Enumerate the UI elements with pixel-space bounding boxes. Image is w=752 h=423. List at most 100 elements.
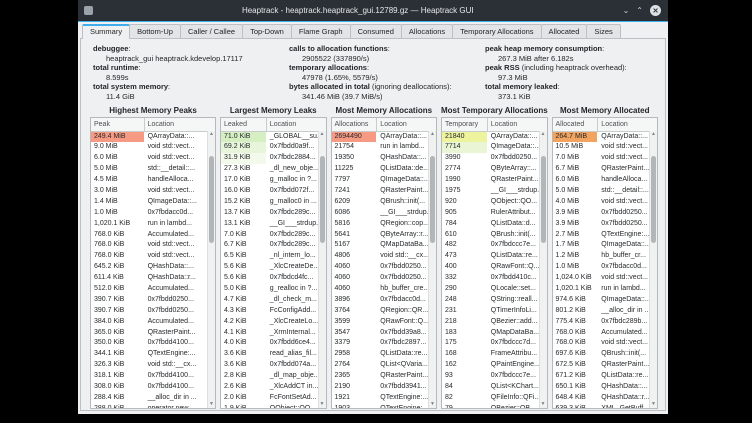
table-row[interactable]: 768.0 KiB void std::vect... — [91, 240, 215, 251]
table-row[interactable]: 350.0 KiB 0x7fbdd4100... — [91, 338, 215, 349]
table-row[interactable]: 648.4 KiB QHashData::r... — [553, 393, 658, 404]
value-column-header[interactable]: Leaked — [221, 117, 267, 131]
table-row[interactable]: 390.7 KiB 0x7fbdd0250... — [91, 295, 215, 306]
table-row[interactable]: 6.5 KiB _nl_intern_lo... — [221, 251, 326, 262]
table-row[interactable]: 7.0 KiB 0x7fbdc289c... — [221, 230, 326, 241]
value-column-header[interactable]: Peak — [91, 117, 145, 131]
table-row[interactable]: 4.5 MiB handleAlloca... — [91, 175, 215, 186]
scroll-up-icon[interactable]: ▲ — [540, 130, 546, 137]
table-row[interactable]: 93 0x7fbdccc7e... — [442, 371, 547, 382]
table-row[interactable]: 5.6 KiB _XlcCreateDe... — [221, 262, 326, 273]
table-row[interactable]: 611.4 KiB QHashData::r... — [91, 273, 215, 284]
table-row[interactable]: 482 0x7fbdccc7e... — [442, 240, 547, 251]
tab-allocated[interactable]: Allocated — [540, 24, 588, 39]
maximize-icon[interactable]: ⌃ — [636, 5, 643, 15]
scroll-down-icon[interactable]: ▼ — [651, 400, 656, 407]
table-row[interactable]: 27.3 KiB _dl_new_obje... — [221, 164, 326, 175]
table-row[interactable]: 264.7 MiB QArrayData::... — [552, 131, 658, 143]
table-row[interactable]: 639.3 KiBXML_GetBuff... — [553, 404, 658, 408]
table-row[interactable]: 1,024.0 KiB void std::vect... — [553, 273, 658, 284]
table-row[interactable]: 672.5 KiB QRasterPaint... — [553, 360, 658, 371]
table-row[interactable]: 775.4 KiB 0x7fbdc289b... — [553, 317, 658, 328]
table-row[interactable]: 784 QListData::d... — [442, 219, 547, 230]
table-row[interactable]: 13.7 KiB 0x7fbdc289c... — [221, 208, 326, 219]
location-column-header[interactable]: Location — [147, 120, 175, 128]
minimize-icon[interactable]: ⌄ — [622, 5, 630, 15]
location-column-header[interactable]: Location — [380, 120, 407, 128]
table-row[interactable]: 1975 __GI___strdup... — [442, 186, 547, 197]
table-row[interactable]: 768.0 KiB void std::vect... — [91, 251, 215, 262]
table-row[interactable]: 2764 QList<QVaria... — [332, 360, 437, 371]
scroll-down-icon[interactable]: ▼ — [430, 400, 435, 407]
table-row[interactable]: 218 QBezier::add... — [442, 317, 547, 328]
table-row[interactable]: 4.0 KiB 0x7fbdd6ce4... — [221, 338, 326, 349]
scroll-up-icon[interactable]: ▲ — [651, 130, 656, 137]
table-row[interactable]: 5816 QRegion::cop... — [332, 219, 437, 230]
scrollbar-thumb[interactable] — [209, 155, 214, 243]
table-row[interactable]: 400 QRawFont::Q... — [442, 262, 547, 273]
close-icon[interactable]: ✕ — [650, 5, 661, 16]
table-row[interactable]: 1921 QTextEngine:... — [332, 393, 437, 404]
table-row[interactable]: 5167 QMapDataBa... — [332, 240, 437, 251]
table-row[interactable]: 920 QObject::QO... — [442, 197, 547, 208]
table-row[interactable]: 13.1 KiB __GI___strdup... — [221, 219, 326, 230]
table-row[interactable]: 288.0 KiBoperator new... — [91, 404, 215, 408]
table-row[interactable]: 7797 QImageData::... — [332, 175, 437, 186]
table-row[interactable]: 5641 QByteArray::r... — [332, 230, 437, 241]
table-row[interactable]: 248 QString::reall... — [442, 295, 547, 306]
table-row[interactable]: 2774 QByteArray::... — [442, 164, 547, 175]
table-row[interactable]: 21754 run in lambd... — [332, 142, 437, 153]
table-row[interactable]: 473 QListData::re... — [442, 251, 547, 262]
tab-bottom-up[interactable]: Bottom-Up — [129, 24, 181, 39]
table-row[interactable]: 1990 QRasterPaint... — [442, 175, 547, 186]
tab-top-down[interactable]: Top-Down — [242, 24, 292, 39]
tab-allocations[interactable]: Allocations — [400, 24, 454, 39]
location-column-header[interactable]: Location — [269, 120, 297, 128]
table-row[interactable]: 9.0 MiB void std::vect... — [91, 142, 215, 153]
table-row[interactable]: 3896 0x7fbdacc0d... — [332, 295, 437, 306]
scrollbar-thumb[interactable] — [319, 155, 325, 243]
table-row[interactable]: 2365 QRasterPaint... — [332, 371, 437, 382]
table-row[interactable]: 974.6 KiB QImageData::... — [553, 295, 658, 306]
table-row[interactable]: 1903QTextEngine:... — [332, 404, 437, 408]
titlebar[interactable]: Heaptrack - heaptrack.heaptrack_gui.1278… — [78, 0, 668, 22]
table-row[interactable]: 610 QBrush::init(... — [442, 230, 547, 241]
table-row[interactable]: 697.6 KiB QBrush::init(... — [553, 349, 658, 360]
table-row[interactable]: 5.6 KiB 0x7fbdcd4fc... — [221, 273, 326, 284]
table-row[interactable]: 5.0 KiB g_realloc in ?... — [221, 284, 326, 295]
table-row[interactable]: 768.0 KiB void std::vect... — [553, 338, 658, 349]
table-row[interactable]: 3990 0x7fbdd0250... — [442, 153, 547, 164]
table-row[interactable]: 4.2 KiB _XlcCreateLo... — [221, 317, 326, 328]
tab-flame-graph[interactable]: Flame Graph — [290, 24, 351, 39]
vertical-scrollbar[interactable]: ▲ ▼ — [317, 130, 326, 408]
table-row[interactable]: 162 QPaintEngine... — [442, 360, 547, 371]
table-row[interactable]: 512.0 KiB Accumulated... — [91, 284, 215, 295]
scroll-up-icon[interactable]: ▲ — [209, 130, 214, 137]
table-row[interactable]: 84 QList<KChart... — [442, 382, 547, 393]
scroll-down-icon[interactable]: ▼ — [540, 400, 546, 407]
table-row[interactable]: 365.0 KiB QRasterPaint... — [91, 328, 215, 339]
table-row[interactable]: 1.4 MiB QImageData::... — [91, 197, 215, 208]
table-row[interactable]: 326.3 KiB void std::__cx... — [91, 360, 215, 371]
table-row[interactable]: 332 0x7fbdd410c... — [442, 273, 547, 284]
table-row[interactable]: 6.0 MiB handleAlloca... — [553, 175, 658, 186]
location-column-header[interactable]: Location — [601, 120, 628, 128]
table-row[interactable]: 4806 void std::__cx... — [332, 251, 437, 262]
scrollbar-track[interactable] — [319, 138, 326, 401]
scrollbar-thumb[interactable] — [651, 155, 656, 243]
vertical-scrollbar[interactable]: ▲ ▼ — [649, 130, 657, 408]
table-row[interactable]: 4.7 KiB _dl_check_m... — [221, 295, 326, 306]
scrollbar-track[interactable] — [208, 138, 215, 401]
table-row[interactable]: 1.0 MiB 0x7fbdacc0d... — [91, 208, 215, 219]
scrollbar-thumb[interactable] — [540, 155, 546, 243]
table-row[interactable]: 3.9 MiB 0x7fbdd0250... — [553, 208, 658, 219]
table-row[interactable]: 5.0 MiB std::__detail::... — [91, 164, 215, 175]
table-row[interactable]: 4060 0x7fbdd0250... — [332, 262, 437, 273]
tab-sizes[interactable]: Sizes — [586, 24, 621, 39]
table-row[interactable]: 384.0 KiB Accumulated... — [91, 317, 215, 328]
table-row[interactable]: 3379 0x7fbdc2897... — [332, 338, 437, 349]
table-row[interactable]: 801.2 KiB __alloc_dir in ... — [553, 306, 658, 317]
table-row[interactable]: 2.6 KiB _XlcAddCT in... — [221, 382, 326, 393]
table-row[interactable]: 79QBezier::QB... — [442, 404, 547, 408]
table-row[interactable]: 4.0 MiB void std::vect... — [553, 197, 658, 208]
